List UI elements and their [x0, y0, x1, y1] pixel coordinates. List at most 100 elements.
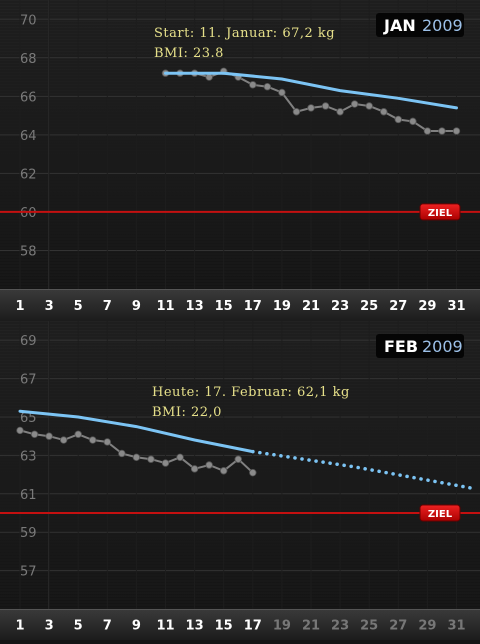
x-tick-label: 21: [302, 619, 320, 634]
goal-badge: [419, 504, 461, 522]
year-label: 2009: [422, 337, 463, 356]
y-tick-label: 62: [20, 167, 37, 182]
y-tick-label: 69: [20, 334, 37, 349]
x-tick-label: 3: [45, 619, 54, 634]
trend-line: [18, 409, 255, 454]
y-tick-label: 60: [20, 206, 37, 221]
measurement-point: [292, 108, 301, 116]
measurement-point: [249, 81, 257, 89]
x-tick-label: 5: [74, 299, 83, 314]
annotation-weight: Heute: 17. Februar: 62,1 kg: [152, 385, 350, 400]
y-tick-label: 68: [20, 52, 37, 67]
x-tick-label: 19: [273, 619, 291, 634]
measurement-point: [394, 115, 402, 124]
measurement-point: [278, 88, 286, 97]
x-tick-label: 9: [132, 619, 141, 634]
year-label: 2009: [422, 16, 463, 35]
x-tick-label: 27: [389, 619, 407, 634]
measurement-point: [249, 468, 257, 477]
measurement-point: [380, 108, 388, 116]
y-tick-label: 61: [20, 488, 37, 503]
measurement-point: [219, 467, 228, 475]
measurement-point: [132, 453, 141, 462]
x-tick-label: 29: [418, 619, 436, 634]
x-tick-label: 7: [103, 619, 112, 634]
measurement-point: [103, 438, 111, 446]
x-tick-label: 13: [186, 619, 204, 634]
measurement-point: [423, 127, 432, 135]
y-tick-label: 58: [20, 244, 37, 259]
x-tick-label: 17: [244, 619, 262, 634]
x-tick-label: 11: [156, 619, 174, 634]
measurement-point: [205, 461, 213, 469]
measurement-point: [74, 430, 82, 438]
x-tick-label: 29: [418, 299, 436, 314]
plot-background: [0, 0, 480, 289]
measurement-point: [161, 459, 170, 467]
y-tick-label: 57: [20, 565, 37, 580]
y-tick-label: 63: [20, 449, 37, 464]
x-tick-label: 13: [186, 299, 204, 314]
plot-background: [0, 321, 480, 609]
measurement-point: [365, 102, 373, 110]
y-tick-label: 64: [20, 129, 37, 144]
x-tick-label: 5: [74, 619, 83, 634]
goal-label: ZIEL: [428, 208, 453, 219]
y-tick-label: 66: [20, 90, 37, 105]
y-tick-label: 70: [20, 13, 37, 28]
x-tick-label: 21: [302, 299, 320, 314]
x-tick-label: 1: [15, 619, 24, 634]
measurement-point: [118, 449, 126, 458]
measurement-point: [89, 436, 97, 444]
measurement-point: [147, 455, 155, 463]
x-tick-label: 7: [103, 299, 112, 314]
x-tick-label: 15: [215, 619, 233, 634]
measurement-point: [321, 102, 330, 110]
x-tick-label: 1: [15, 299, 24, 314]
month-label: JAN: [383, 16, 416, 35]
x-axis-bar: [0, 609, 480, 640]
month-label: FEB: [384, 337, 418, 356]
measurement-point: [438, 127, 446, 135]
x-tick-label: 19: [273, 299, 291, 314]
chart-panel-jan: 70 68 66 64 62 60 58 ZIEL JAN 2009 Start: 11. Janu…: [0, 0, 480, 321]
measurement-point: [307, 104, 315, 112]
x-tick-label: 25: [360, 619, 378, 634]
projection-line: [251, 449, 473, 490]
measurement-point: [205, 73, 213, 81]
x-axis-bar: [0, 289, 480, 321]
x-tick-label: 23: [331, 619, 349, 634]
measurement-point: [409, 117, 417, 126]
annotation-weight: Start: 11. Januar: 67,2 kg: [154, 26, 335, 41]
measurement-point: [336, 108, 344, 116]
x-tick-label: 15: [215, 299, 233, 314]
x-tick-label: 3: [45, 299, 54, 314]
x-tick-label: 23: [331, 299, 349, 314]
y-tick-label: 59: [20, 526, 37, 541]
y-tick-label: 65: [20, 411, 37, 426]
measurement-point: [176, 453, 184, 462]
measurement-point: [190, 465, 199, 473]
x-tick-label: 31: [447, 619, 465, 634]
month-badge: [376, 13, 464, 37]
x-tick-label: 27: [389, 299, 407, 314]
annotation-bmi: BMI: 22,0: [152, 405, 222, 420]
measurement-point: [16, 426, 24, 435]
measurement-point: [59, 436, 68, 444]
x-tick-label: 11: [156, 299, 174, 314]
y-tick-label: 67: [20, 373, 37, 388]
measurement-point: [263, 82, 272, 91]
measurement-point: [30, 430, 39, 438]
annotation-bmi: BMI: 23.8: [154, 46, 224, 61]
measurement-point: [234, 455, 242, 463]
x-tick-label: 17: [244, 299, 262, 314]
x-tick-label: 31: [447, 299, 465, 314]
measurement-point: [452, 127, 461, 135]
x-tick-label: 9: [132, 299, 141, 314]
goal-label: ZIEL: [428, 509, 453, 520]
goal-badge: [419, 203, 461, 221]
trend-line: [164, 71, 458, 110]
month-badge: [376, 334, 464, 358]
